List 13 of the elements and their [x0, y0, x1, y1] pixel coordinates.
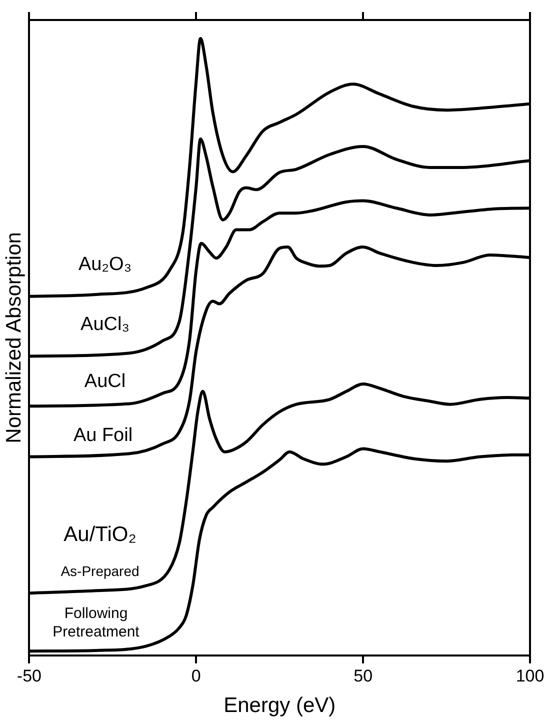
annotation: Au Foil: [73, 425, 133, 446]
x-tick-label: -50: [16, 666, 42, 686]
annotation: AuCl: [84, 371, 126, 392]
y-axis-title: Normalized Absorption: [2, 232, 26, 444]
annotation: Au/TiO₂: [64, 522, 136, 546]
annotation: As-Prepared: [60, 562, 140, 579]
x-axis-title: Energy (eV): [224, 694, 336, 718]
annotation: Au₂O₃: [78, 254, 132, 276]
annotation: Following Pretreatment: [52, 604, 140, 641]
x-tick-label: 0: [191, 666, 201, 686]
x-tick-label: 50: [354, 666, 373, 686]
annotation: AuCl₃: [80, 314, 130, 336]
x-tick-label: 100: [516, 666, 544, 686]
